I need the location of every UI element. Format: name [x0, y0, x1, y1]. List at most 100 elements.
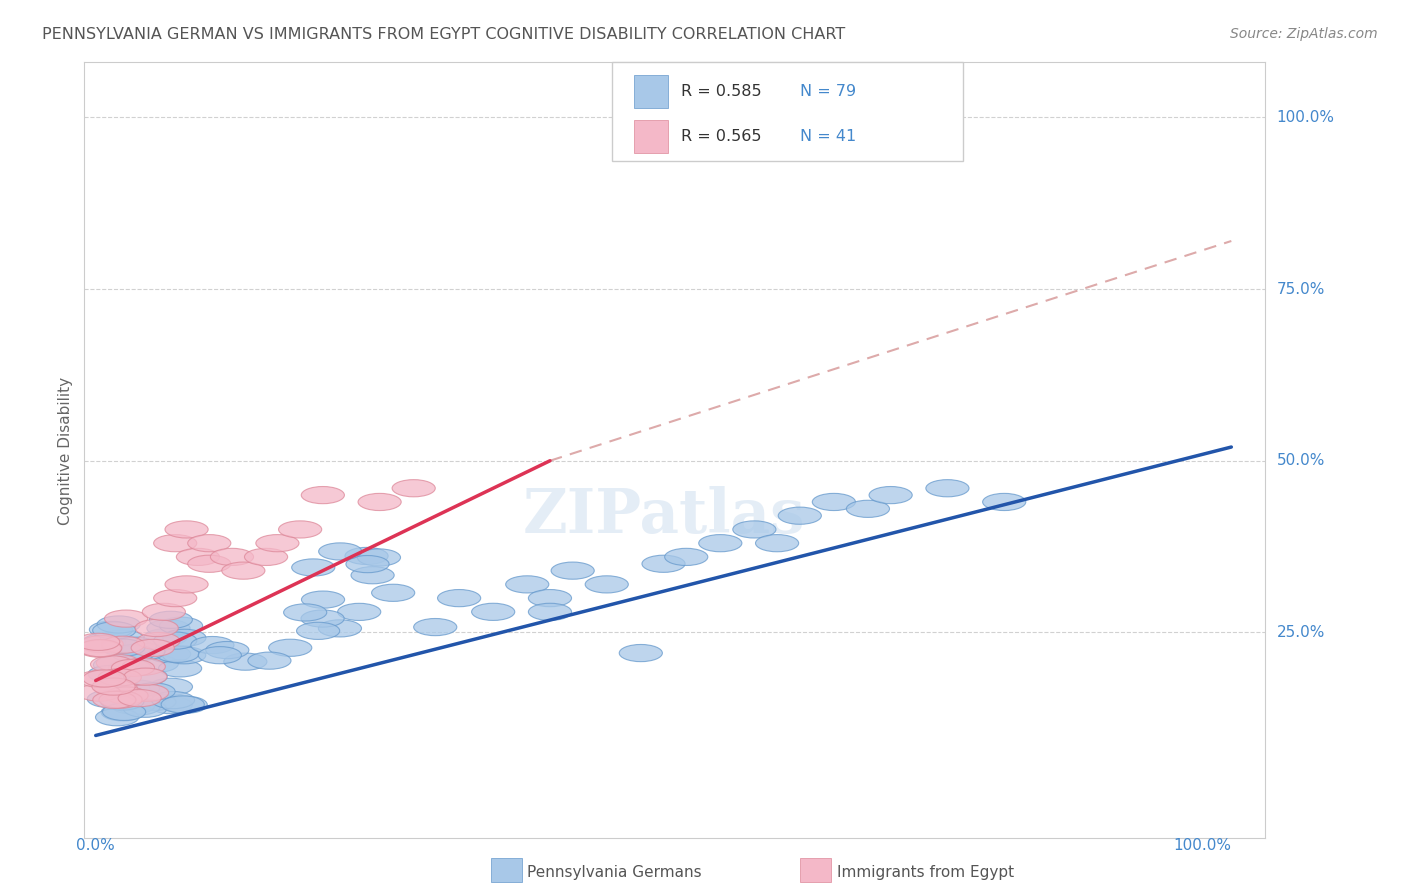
- Text: PENNSYLVANIA GERMAN VS IMMIGRANTS FROM EGYPT COGNITIVE DISABILITY CORRELATION CH: PENNSYLVANIA GERMAN VS IMMIGRANTS FROM E…: [42, 27, 845, 42]
- Ellipse shape: [159, 617, 202, 634]
- Ellipse shape: [118, 698, 160, 715]
- Ellipse shape: [101, 693, 143, 710]
- Ellipse shape: [93, 657, 136, 673]
- Ellipse shape: [96, 708, 139, 726]
- Ellipse shape: [117, 680, 160, 698]
- Ellipse shape: [301, 610, 344, 627]
- Ellipse shape: [93, 622, 136, 639]
- Ellipse shape: [104, 610, 148, 627]
- Ellipse shape: [156, 645, 198, 663]
- Ellipse shape: [211, 549, 253, 566]
- Text: R = 0.565: R = 0.565: [681, 129, 761, 144]
- Ellipse shape: [291, 559, 335, 576]
- Ellipse shape: [346, 556, 389, 573]
- Ellipse shape: [153, 632, 197, 649]
- Ellipse shape: [301, 486, 344, 504]
- Ellipse shape: [79, 640, 121, 657]
- Ellipse shape: [111, 697, 155, 714]
- Ellipse shape: [269, 640, 312, 657]
- Ellipse shape: [105, 687, 148, 704]
- Ellipse shape: [188, 534, 231, 552]
- Ellipse shape: [101, 704, 145, 721]
- Ellipse shape: [114, 637, 156, 655]
- Ellipse shape: [278, 521, 322, 538]
- Ellipse shape: [529, 603, 571, 621]
- Ellipse shape: [176, 549, 219, 566]
- Ellipse shape: [80, 636, 124, 653]
- Ellipse shape: [146, 620, 190, 637]
- Text: Immigrants from Egypt: Immigrants from Egypt: [837, 865, 1014, 880]
- Ellipse shape: [97, 655, 139, 672]
- Ellipse shape: [77, 684, 121, 701]
- Ellipse shape: [149, 678, 193, 696]
- Ellipse shape: [163, 629, 207, 647]
- Ellipse shape: [165, 696, 207, 714]
- Ellipse shape: [132, 683, 176, 700]
- Ellipse shape: [371, 584, 415, 601]
- Ellipse shape: [927, 480, 969, 497]
- Ellipse shape: [733, 521, 776, 538]
- Ellipse shape: [108, 659, 152, 677]
- Text: 100.0%: 100.0%: [1174, 838, 1232, 854]
- Ellipse shape: [79, 640, 122, 657]
- Ellipse shape: [198, 647, 242, 664]
- Ellipse shape: [699, 534, 742, 552]
- Ellipse shape: [93, 691, 136, 708]
- Text: 75.0%: 75.0%: [1277, 282, 1324, 296]
- Ellipse shape: [124, 668, 167, 685]
- Ellipse shape: [148, 646, 191, 663]
- Ellipse shape: [188, 555, 231, 573]
- Ellipse shape: [118, 690, 162, 706]
- Ellipse shape: [619, 644, 662, 662]
- Ellipse shape: [813, 493, 855, 510]
- Ellipse shape: [529, 590, 571, 607]
- Ellipse shape: [125, 684, 169, 701]
- Ellipse shape: [222, 562, 264, 579]
- Ellipse shape: [392, 480, 436, 497]
- Ellipse shape: [159, 660, 201, 677]
- Ellipse shape: [90, 621, 132, 639]
- Ellipse shape: [132, 693, 176, 711]
- Ellipse shape: [153, 590, 197, 607]
- Ellipse shape: [135, 655, 179, 673]
- Ellipse shape: [165, 576, 208, 593]
- Text: N = 41: N = 41: [800, 129, 856, 144]
- Ellipse shape: [437, 590, 481, 607]
- Ellipse shape: [352, 566, 394, 583]
- Ellipse shape: [413, 618, 457, 636]
- Ellipse shape: [162, 696, 204, 713]
- Ellipse shape: [779, 508, 821, 524]
- Ellipse shape: [153, 534, 197, 552]
- Ellipse shape: [101, 636, 145, 653]
- Ellipse shape: [247, 652, 291, 669]
- Ellipse shape: [357, 549, 401, 566]
- Ellipse shape: [111, 645, 155, 662]
- Ellipse shape: [131, 640, 174, 657]
- Text: Pennsylvania Germans: Pennsylvania Germans: [527, 865, 702, 880]
- Ellipse shape: [665, 549, 707, 566]
- Ellipse shape: [643, 555, 685, 573]
- Text: 25.0%: 25.0%: [1277, 625, 1324, 640]
- Ellipse shape: [143, 629, 187, 646]
- Ellipse shape: [76, 633, 120, 650]
- Ellipse shape: [89, 665, 131, 682]
- Ellipse shape: [91, 678, 135, 695]
- Text: 100.0%: 100.0%: [1277, 110, 1334, 125]
- Text: 0.0%: 0.0%: [76, 838, 115, 854]
- Ellipse shape: [122, 658, 166, 675]
- Ellipse shape: [149, 611, 193, 628]
- Ellipse shape: [90, 656, 134, 673]
- Ellipse shape: [284, 604, 326, 621]
- Ellipse shape: [585, 576, 628, 593]
- Ellipse shape: [79, 670, 122, 688]
- Ellipse shape: [165, 521, 208, 538]
- Ellipse shape: [83, 633, 125, 650]
- Ellipse shape: [98, 691, 142, 708]
- Ellipse shape: [551, 562, 595, 579]
- Ellipse shape: [135, 619, 179, 637]
- Ellipse shape: [301, 591, 344, 608]
- Ellipse shape: [98, 669, 142, 686]
- Ellipse shape: [149, 697, 193, 714]
- Ellipse shape: [297, 623, 340, 640]
- Text: N = 79: N = 79: [800, 85, 856, 99]
